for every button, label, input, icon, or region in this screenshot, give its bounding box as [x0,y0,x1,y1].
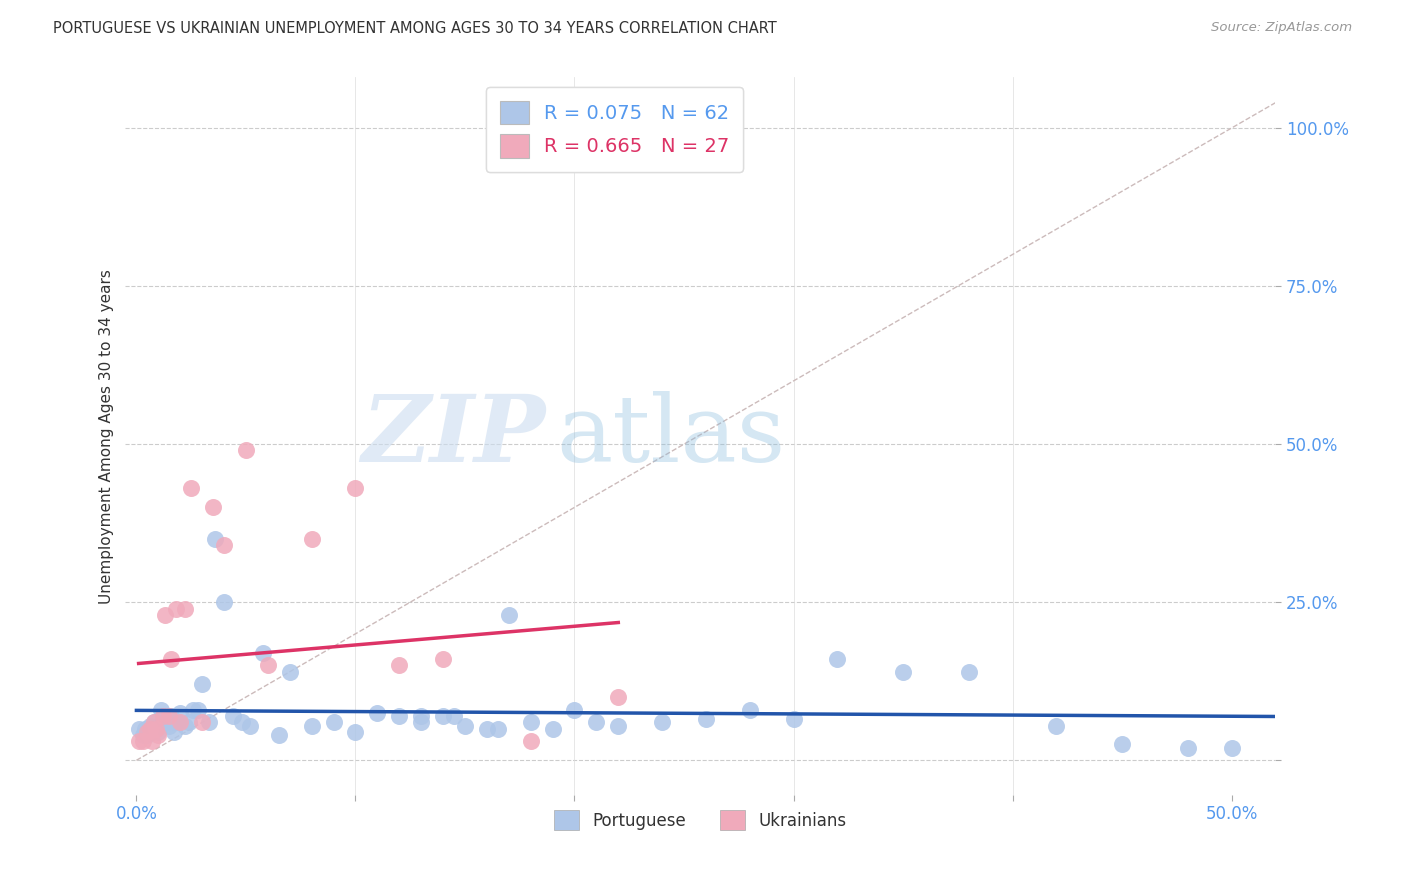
Point [177,715,200,730]
Point [136,724,159,739]
Point [165,715,187,730]
Point [160,652,183,666]
Point [134,722,156,736]
Point [252,646,274,660]
Point [411,715,433,730]
Point [191,677,214,691]
Point [301,532,323,546]
Point [957,665,980,679]
Point [541,722,564,736]
Point [149,703,172,717]
Point [454,718,477,732]
Point [607,718,630,732]
Point [145,722,167,736]
Text: ZIP: ZIP [361,392,546,482]
Point [891,665,914,679]
Point [1220,740,1243,755]
Point [202,500,225,515]
Point [278,665,301,679]
Point [157,718,180,732]
Point [173,718,195,732]
Point [141,724,163,739]
Point [344,482,367,496]
Point [152,709,174,723]
Point [132,728,155,742]
Point [167,715,190,730]
Point [142,715,165,730]
Point [432,709,454,723]
Point [169,715,191,730]
Point [141,734,163,748]
Point [519,734,541,748]
Point [388,658,411,673]
Point [142,715,165,730]
Point [197,715,219,730]
Point [585,715,607,730]
Point [157,709,180,723]
Point [267,728,290,742]
Point [180,482,202,496]
Point [138,718,160,732]
Point [607,690,630,704]
Point [388,709,411,723]
Legend: R = 0.075   N = 62, R = 0.665   N = 27: R = 0.075 N = 62, R = 0.665 N = 27 [486,87,744,171]
Point [1177,740,1199,755]
Point [432,652,454,666]
Point [235,443,257,458]
Point [301,718,323,732]
Point [138,722,160,736]
Text: Source: ZipAtlas.com: Source: ZipAtlas.com [1212,21,1353,35]
Point [136,728,159,742]
Point [411,709,433,723]
Point [486,722,509,736]
Point [564,703,586,717]
Point [519,715,541,730]
Point [443,709,465,723]
Point [212,595,235,609]
Point [163,724,186,739]
Point [1111,738,1133,752]
Point [204,532,226,546]
Y-axis label: Unemployment Among Ages 30 to 34 years: Unemployment Among Ages 30 to 34 years [100,268,114,604]
Point [257,658,280,673]
Text: atlas: atlas [557,392,786,482]
Point [169,706,191,720]
Point [153,715,176,730]
Point [152,709,174,723]
Point [231,715,253,730]
Point [738,703,761,717]
Point [148,728,170,742]
Point [156,715,179,730]
Point [212,538,235,552]
Point [187,703,209,717]
Point [827,652,849,666]
Point [344,724,367,739]
Point [128,734,150,748]
Point [782,712,804,726]
Point [153,607,176,622]
Point [160,709,183,723]
Point [222,709,245,723]
Point [183,703,205,717]
Point [322,715,344,730]
Text: PORTUGUESE VS UKRAINIAN UNEMPLOYMENT AMONG AGES 30 TO 34 YEARS CORRELATION CHART: PORTUGUESE VS UKRAINIAN UNEMPLOYMENT AMO… [53,21,778,37]
Point [128,722,150,736]
Point [1045,718,1067,732]
Point [145,722,167,736]
Point [165,601,187,615]
Point [475,722,498,736]
Point [148,724,170,739]
Point [651,715,673,730]
Point [173,601,195,615]
Point [695,712,717,726]
Point [191,715,214,730]
Point [366,706,388,720]
Point [132,734,155,748]
Point [498,607,520,622]
Point [239,718,262,732]
